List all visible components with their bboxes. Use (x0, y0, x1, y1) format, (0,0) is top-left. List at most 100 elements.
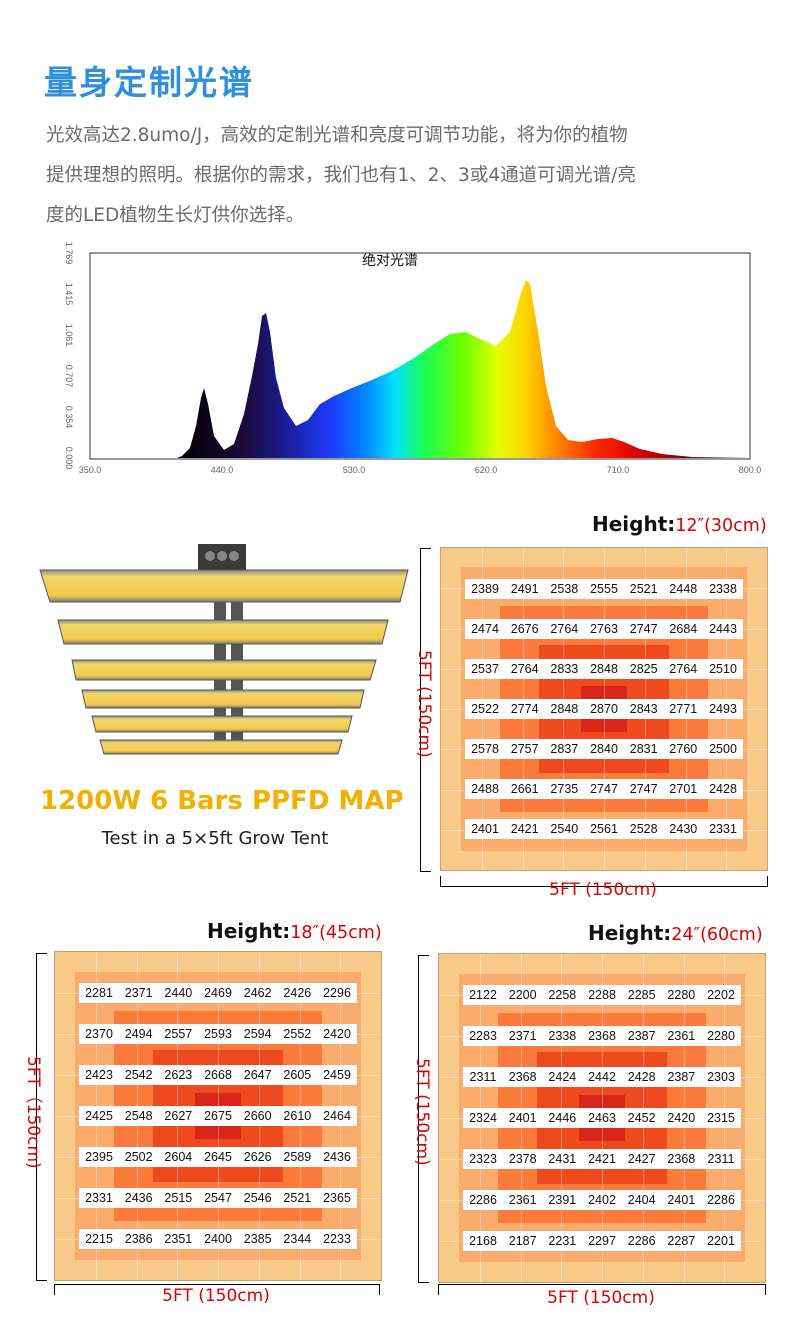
ppfd-value-cell: 2589 (277, 1147, 318, 1167)
ppfd-value-cell: 2368 (661, 1149, 702, 1169)
ppfd-value-cell: 2338 (542, 1026, 583, 1046)
ppfd-value-cell: 2521 (277, 1188, 318, 1208)
side-dimension-label: 5FT (150cm) (412, 1058, 432, 1166)
ppfd-value-cell: 2436 (118, 1188, 159, 1208)
ppfd-value-cell: 2288 (582, 985, 622, 1005)
ppfd-value-cell: 2427 (621, 1149, 662, 1169)
ppfd-value-cell: 2402 (582, 1190, 622, 1210)
ppfd-value-cell: 2389 (465, 579, 505, 599)
ppfd-value-cell: 2521 (623, 579, 664, 599)
ppfd-value-cell: 2537 (465, 659, 505, 679)
ppfd-map-subtitle: Test in a 5×5ft Grow Tent (101, 828, 329, 849)
ppfd-value-cell: 2627 (158, 1106, 199, 1126)
x-tick: 350.0 (79, 465, 102, 475)
ppfd-value-cell: 2870 (584, 699, 624, 719)
height-value: 18″(45cm) (290, 923, 382, 943)
ppfd-value-cell: 2522 (465, 699, 505, 719)
ppfd-value-cell: 2557 (158, 1024, 199, 1044)
ppfd-value-cell: 2825 (623, 659, 664, 679)
ppfd-value-cell: 2361 (661, 1026, 702, 1046)
ppfd-value-cell: 2371 (118, 983, 159, 1003)
ppfd-value-cell: 2371 (502, 1026, 543, 1046)
ppfd-value-cell: 2368 (502, 1067, 543, 1087)
ppfd-value-cell: 2344 (277, 1229, 318, 1249)
height-label-text: Height: (592, 512, 676, 536)
x-tick: 440.0 (211, 465, 234, 475)
ppfd-value-cell: 2420 (317, 1024, 357, 1044)
ppfd-value-cell: 2515 (158, 1188, 199, 1208)
ppfd-map-title: 1200W 6 Bars PPFD MAP (40, 786, 404, 816)
ppfd-value-cell: 2747 (584, 779, 624, 799)
ppfd-value-cell: 2848 (544, 699, 585, 719)
ppfd-value-cell: 2446 (542, 1108, 583, 1128)
bottom-dimension-label: 5FT (150cm) (162, 1286, 270, 1306)
ppfd-value-cell: 2401 (465, 819, 505, 839)
ppfd-value-cell: 2474 (465, 619, 505, 639)
ppfd-value-cell: 2747 (623, 619, 664, 639)
ppfd-value-cell: 2280 (661, 985, 702, 1005)
ppfd-value-cell: 2311 (701, 1149, 741, 1169)
ppfd-value-cell: 2315 (701, 1108, 741, 1128)
y-tick: 1.061 (64, 324, 74, 347)
ppfd-value-cell: 2385 (237, 1229, 278, 1249)
ppfd-value-cell: 2774 (504, 699, 545, 719)
ppfd-value-cell: 2201 (701, 1231, 741, 1251)
ppfd-value-cell: 2675 (198, 1106, 238, 1126)
page-title: 量身定制光谱 (44, 63, 254, 102)
ppfd-value-cell: 2338 (703, 579, 743, 599)
y-tick: 1.769 (64, 242, 74, 265)
height-label-text: Height: (207, 919, 291, 943)
ppfd-value-cell: 2747 (623, 779, 664, 799)
ppfd-value-cell: 2400 (198, 1229, 238, 1249)
ppfd-value-cell: 2231 (542, 1231, 583, 1251)
ppfd-value-cell: 2287 (661, 1231, 702, 1251)
ppfd-value-cell: 2331 (703, 819, 743, 839)
ppfd-value-cell: 2594 (237, 1024, 278, 1044)
ppfd-value-cell: 2494 (118, 1024, 159, 1044)
ppfd-value-cell: 2542 (118, 1065, 159, 1085)
ppfd-value-cell: 2368 (582, 1026, 622, 1046)
ppfd-value-cell: 2502 (118, 1147, 159, 1167)
ppfd-value-cell: 2757 (504, 739, 545, 759)
ppfd-value-cell: 2843 (623, 699, 664, 719)
ppfd-value-cell: 2561 (584, 819, 624, 839)
ppfd-value-cell: 2763 (584, 619, 624, 639)
x-tick: 620.0 (475, 465, 498, 475)
ppfd-value-cell: 2404 (621, 1190, 662, 1210)
ppfd-value-cell: 2610 (277, 1106, 318, 1126)
bottom-dimension-label: 5FT (150cm) (549, 880, 657, 900)
bottom-dimension-label: 5FT (150cm) (547, 1288, 655, 1308)
ppfd-value-cell: 2424 (542, 1067, 583, 1087)
height-value: 24″(60cm) (671, 925, 763, 945)
ppfd-value-cell: 2645 (198, 1147, 238, 1167)
side-bracket (420, 548, 431, 872)
ppfd-value-cell: 2391 (542, 1190, 583, 1210)
x-tick: 800.0 (739, 465, 762, 475)
ppfd-value-cell: 2764 (544, 619, 585, 639)
ppfd-value-cell: 2684 (663, 619, 704, 639)
y-tick: 0.000 (64, 447, 74, 470)
ppfd-value-cell: 2361 (502, 1190, 543, 1210)
ppfd-value-cell: 2281 (79, 983, 119, 1003)
ppfd-grid-60cm: 2122 2200 2258 2288 2285 2280 2202 2283 2371 2338… (438, 953, 766, 1283)
ppfd-value-cell: 2660 (237, 1106, 278, 1126)
ppfd-value-cell: 2764 (504, 659, 545, 679)
ppfd-value-cell: 2401 (661, 1190, 702, 1210)
y-tick: 1.415 (64, 283, 74, 306)
ppfd-value-cell: 2440 (158, 983, 199, 1003)
ppfd-value-cell: 2387 (621, 1026, 662, 1046)
ppfd-value-cell: 2552 (277, 1024, 318, 1044)
ppfd-value-cell: 2286 (621, 1231, 662, 1251)
side-bracket (36, 953, 47, 1281)
ppfd-value-cell: 2395 (79, 1147, 119, 1167)
ppfd-value-cell: 2462 (237, 983, 278, 1003)
bottom-bracket (440, 876, 768, 887)
ppfd-value-cell: 2168 (463, 1231, 503, 1251)
ppfd-value-cell: 2837 (544, 739, 585, 759)
ppfd-value-cell: 2604 (158, 1147, 199, 1167)
ppfd-value-cell: 2202 (701, 985, 741, 1005)
ppfd-value-cell: 2430 (663, 819, 704, 839)
height-label-30: Height:12″(30cm) (592, 512, 767, 536)
ppfd-value-cell: 2428 (703, 779, 743, 799)
ppfd-value-cell: 2491 (504, 579, 545, 599)
